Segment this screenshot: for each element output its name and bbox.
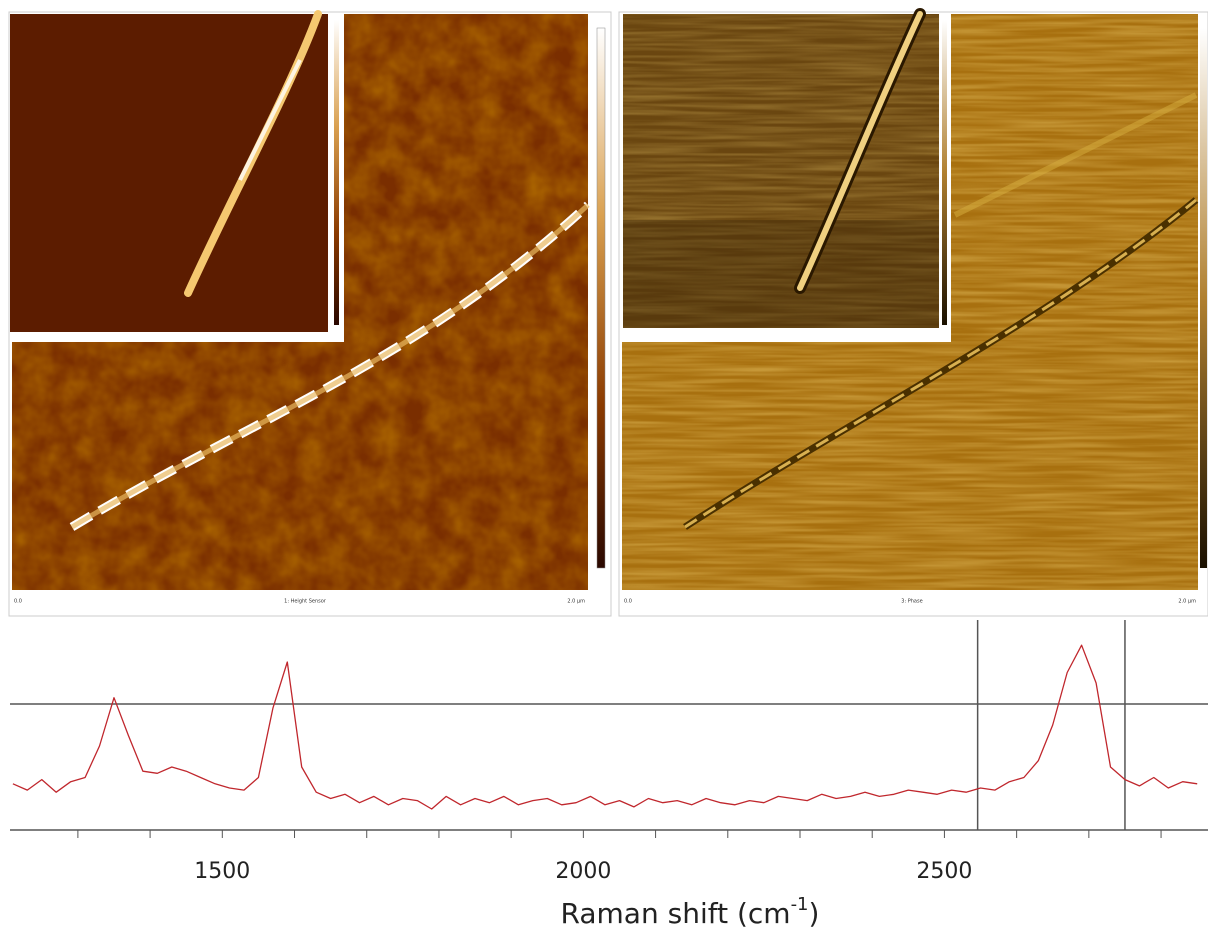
x-axis-label-sup: -1: [791, 894, 809, 915]
axis-left: 0.0: [624, 599, 632, 605]
x-tick-label: 2000: [555, 859, 611, 884]
x-tick-label: 1500: [194, 859, 250, 884]
raman-spectrum: 1500 2000 2500: [10, 620, 1208, 884]
x-axis-label-text: Raman shift (cm: [561, 897, 791, 930]
axis-right: 2.0 µm: [1178, 599, 1196, 605]
axis-left: 0.0: [14, 599, 22, 605]
x-axis-label: Raman shift (cm-1): [561, 894, 820, 930]
afm-phase-panel: 0.0 3: Phase 2.0 µm: [618, 8, 1208, 617]
spectrum-line: [12, 644, 1198, 810]
x-axis-label-tail: ): [809, 897, 820, 930]
panel-caption: 1: Height Sensor: [284, 599, 327, 605]
axis-right: 2.0 µm: [567, 599, 585, 605]
x-tick-label: 2500: [916, 859, 972, 884]
afm-height-panel: 0.0 1: Height Sensor 2.0 µm: [8, 10, 612, 617]
panel-caption: 3: Phase: [901, 599, 922, 605]
